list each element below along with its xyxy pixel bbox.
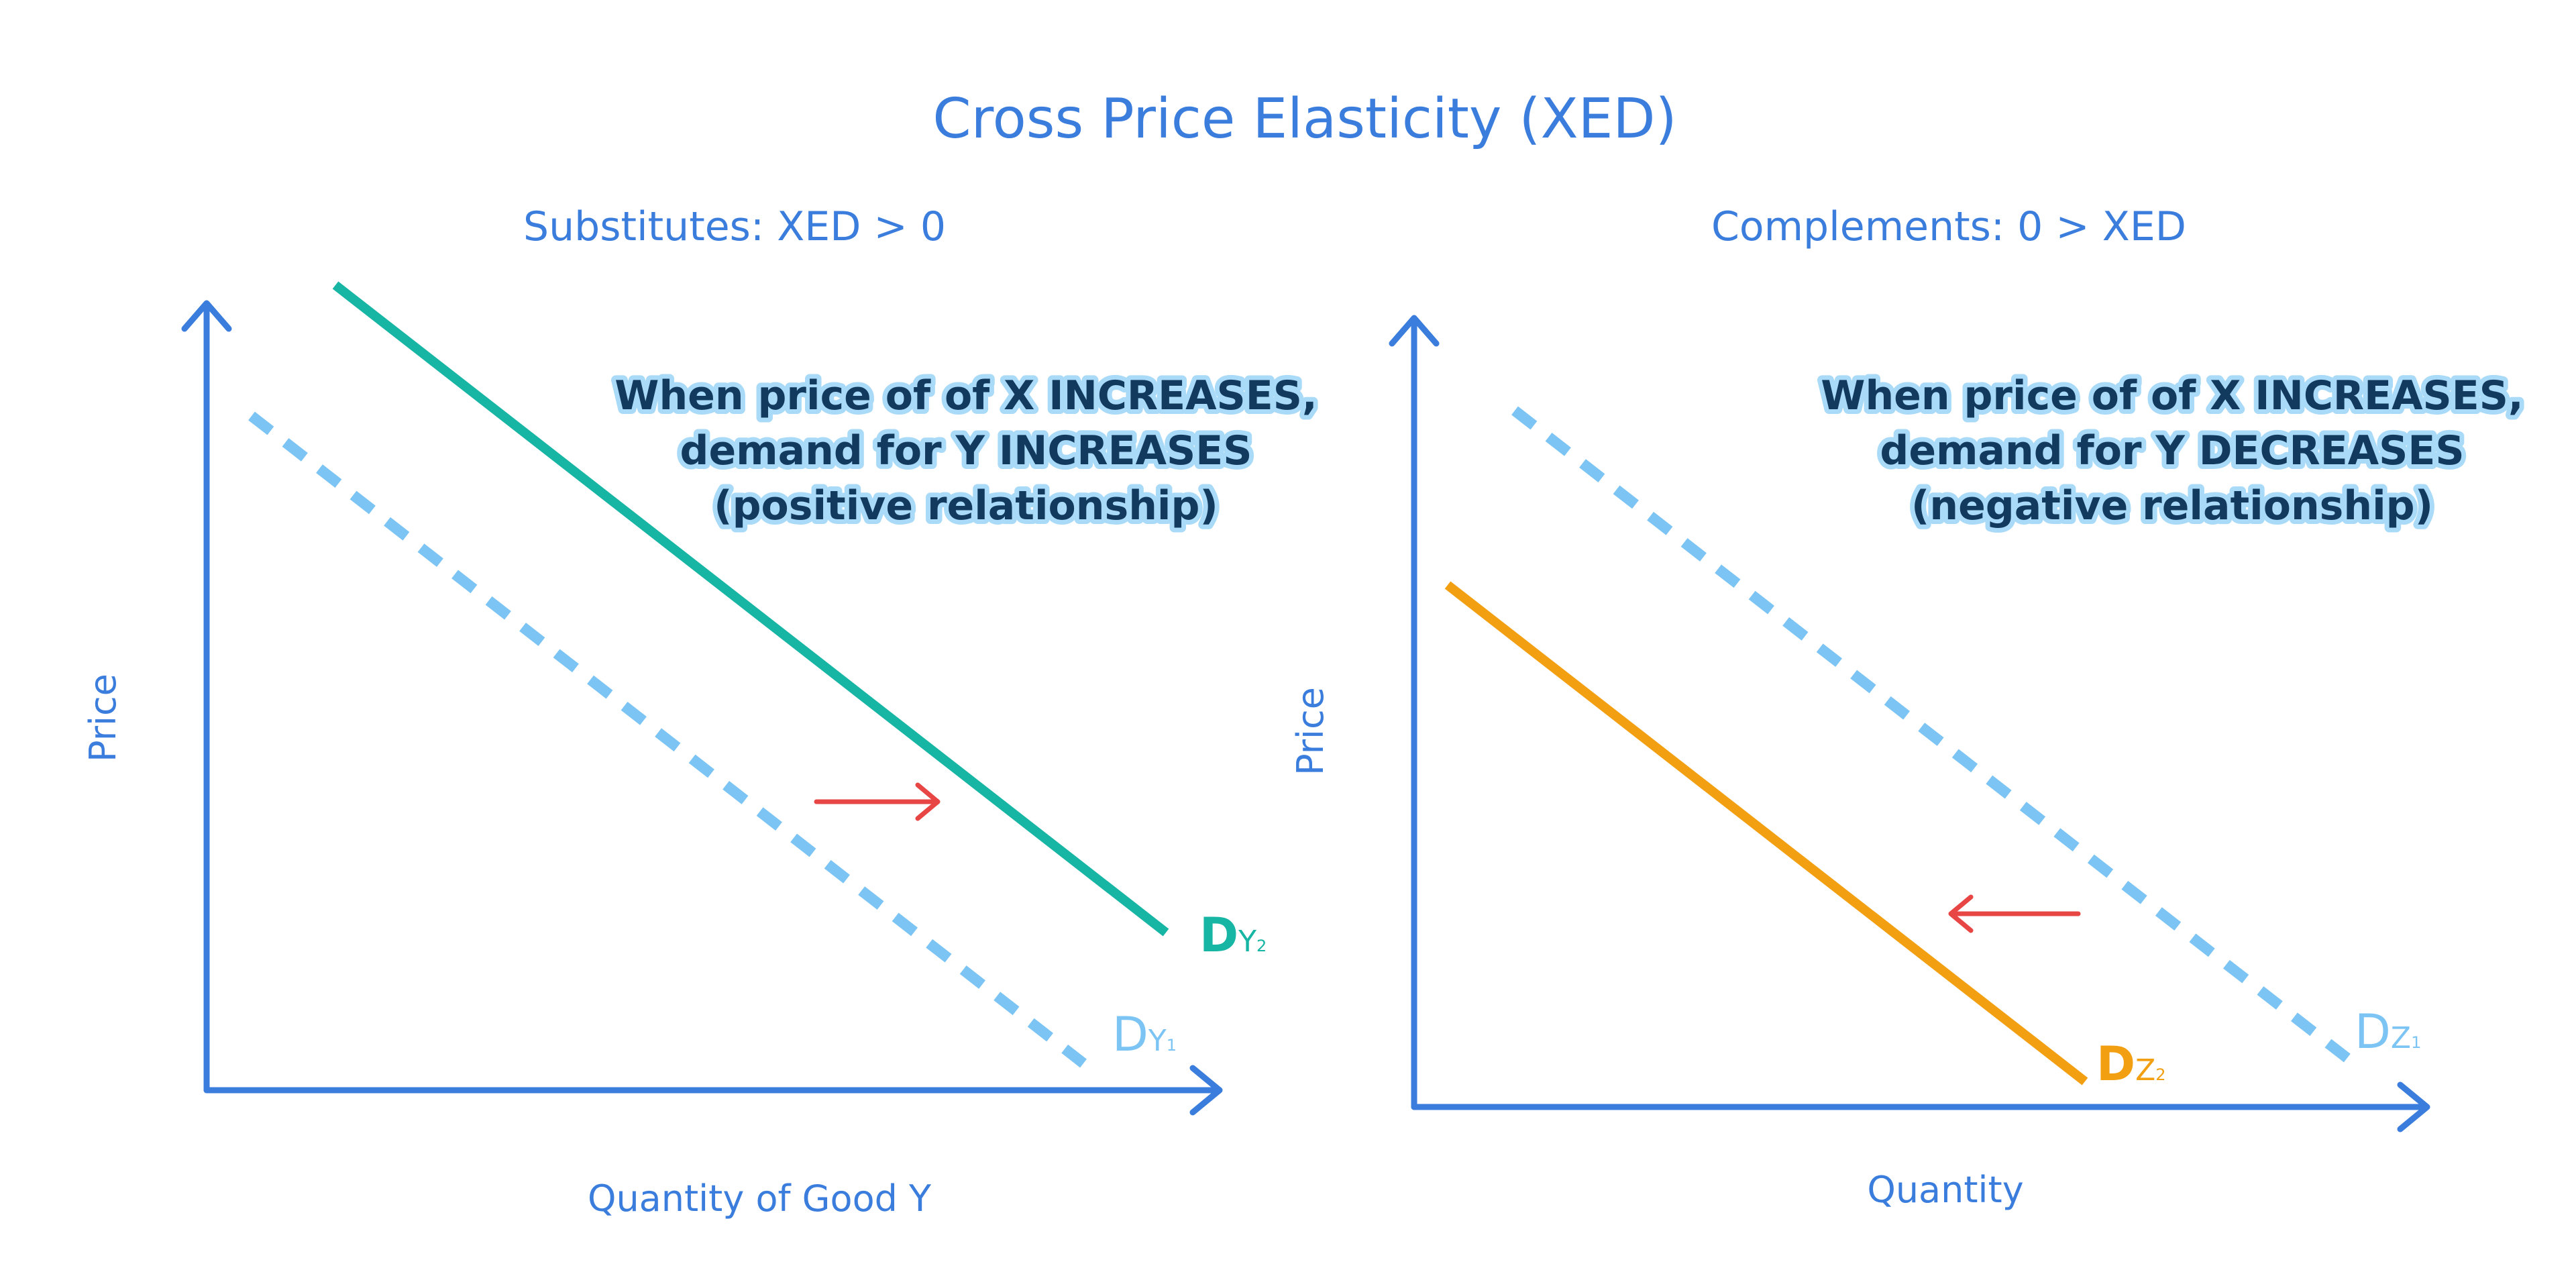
dz1-letter: D: [2355, 1004, 2391, 1059]
diagram-title: Cross Price Elasticity (XED): [932, 87, 1676, 151]
dy2-subindex: 2: [1256, 937, 1267, 955]
demand-curve-dy2: [332, 281, 1169, 937]
substitutes-y-axis-label: Price: [82, 674, 124, 762]
dz2-letter: D: [2096, 1037, 2135, 1092]
substitutes-annotation-line-1: When price of of X INCREASES,: [614, 372, 1317, 419]
substitutes-y-axis-arrowhead: [181, 300, 232, 332]
shift-left-arrow: [1948, 894, 2081, 933]
dy1-subindex: 1: [1167, 1036, 1177, 1055]
dz1-subscript: Z: [2391, 1021, 2411, 1055]
substitutes-annotation-line-3: (positive relationship): [714, 482, 1218, 529]
complements-annotation-line-2: demand for Y DECREASES: [1880, 427, 2464, 474]
demand-curve-dz1: [1511, 406, 2351, 1063]
complements-annotation: When price of of X INCREASES, demand for…: [1816, 368, 2528, 534]
dy2-subscript: Y: [1238, 924, 1256, 959]
complements-annotation-line-1: When price of of X INCREASES,: [1821, 372, 2523, 419]
dz2-subscript: Z: [2135, 1053, 2155, 1088]
demand-curve-dz2: [1444, 581, 2088, 1086]
substitutes-annotation: When price of of X INCREASES, demand for…: [610, 368, 1322, 534]
substitutes-subtitle: Substitutes: XED > 0: [523, 203, 946, 250]
substitutes-panel: Substitutes: XED > 0 Price Quantity of G…: [82, 203, 1322, 1220]
complements-panel: Complements: 0 > XED Price Quantity DZ2 …: [1289, 203, 2528, 1211]
dy1-letter: D: [1112, 1007, 1148, 1062]
complements-annotation-line-3: (negative relationship): [1911, 482, 2433, 529]
complements-subtitle: Complements: 0 > XED: [1711, 203, 2186, 250]
substitutes-annotation-line-2: demand for Y INCREASES: [680, 427, 1252, 474]
complements-x-axis-label: Quantity: [1867, 1169, 2023, 1211]
dz2-label: DZ2: [2096, 1037, 2166, 1092]
demand-curve-dy1: [248, 411, 1087, 1068]
dy1-subscript: Y: [1148, 1024, 1167, 1058]
dz1-label: DZ1: [2355, 1004, 2421, 1059]
dz2-subindex: 2: [2155, 1065, 2165, 1084]
shift-right-arrow: [814, 782, 941, 821]
complements-x-axis-arrowhead: [2397, 1081, 2430, 1132]
complements-y-axis-label: Price: [1289, 687, 1332, 776]
complements-axes: [1389, 315, 2430, 1132]
complements-y-axis-arrowhead: [1389, 315, 1440, 347]
dy2-letter: D: [1199, 908, 1238, 963]
dz1-subindex: 1: [2411, 1033, 2421, 1052]
substitutes-x-axis-arrowhead: [1189, 1065, 1223, 1116]
substitutes-axes: [181, 300, 1223, 1116]
dy1-label: DY1: [1112, 1007, 1177, 1062]
substitutes-x-axis-label: Quantity of Good Y: [588, 1177, 932, 1220]
dy2-label: DY2: [1199, 908, 1267, 963]
